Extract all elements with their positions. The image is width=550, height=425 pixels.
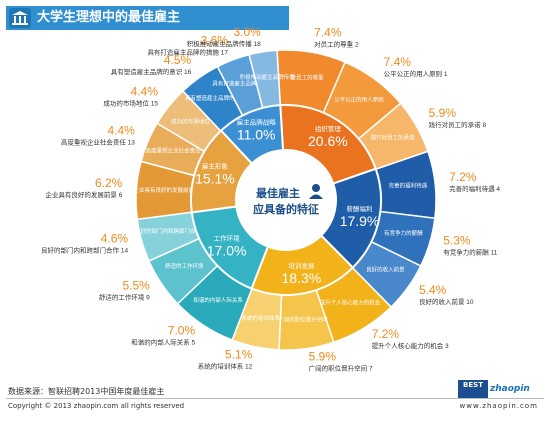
outer-slice-value: 4.5% — [164, 53, 192, 67]
outer-slice-label: 成功的市场地位 — [171, 117, 210, 125]
outer-slice-label: 高度重视企业社会责任 — [146, 146, 202, 154]
inner-slice-value: 20.6% — [308, 133, 348, 149]
outer-slice-name: 成功的市场地位 15 — [103, 98, 158, 107]
outer-slice-name: 舒适的工作环境 9 — [99, 292, 150, 301]
outer-slice-label: 有竞争力的薪酬 — [384, 229, 423, 237]
inner-slice-value: 18.3% — [281, 270, 321, 286]
data-source: 数据来源：智联招聘2013中国年度最佳雇主 — [8, 387, 165, 396]
inner-slice-value: 17.9% — [340, 213, 380, 229]
outer-slice-label: 广阔的职位晋升空间 — [278, 315, 328, 323]
outer-slice-value: 5.5% — [122, 278, 150, 292]
outer-slice-name: 具有打造雇主品牌的措施 17 — [147, 48, 228, 57]
outer-slice-value: 6.2% — [95, 176, 123, 190]
outer-slice-label: 舒适的工作环境 — [165, 262, 204, 270]
copyright: Copyright © 2013 zhaopin.com all rights … — [8, 402, 185, 410]
inner-slice-6 — [219, 104, 285, 165]
outer-slice-value: 5.4% — [419, 283, 447, 297]
brand-name: zhaopin — [490, 384, 530, 394]
outer-slice-name: 对员工的尊重 2 — [314, 39, 359, 48]
center-circle — [238, 152, 334, 248]
inner-slice-name: 培训发展 — [288, 261, 315, 270]
outer-slice-name: 和谐的内部人际关系 5 — [131, 338, 195, 347]
outer-slice-name: 具有塑造雇主品牌的意识 16 — [111, 67, 192, 76]
inner-slice-value: 15.1% — [195, 171, 235, 187]
outer-slice-value: 7.2% — [449, 170, 477, 184]
brand-logo: BEST zhaopin — [458, 380, 538, 400]
outer-slice-label: 企业具有良好的发展前景 — [134, 186, 195, 194]
outer-slice-value: 7.4% — [384, 55, 412, 69]
outer-slice-value: 5.9% — [309, 349, 337, 363]
outer-slice-value: 4.4% — [108, 123, 136, 137]
outer-slice-label: 积极推动雇主品牌传播 — [240, 73, 296, 81]
outer-slice-name: 提升个人核心能力的机会 3 — [372, 341, 449, 350]
outer-slice-name: 有竞争力的薪酬 11 — [443, 248, 497, 257]
inner-slice-name: 雇主品牌战略 — [237, 118, 277, 127]
outer-slice-label: 践行对员工的承诺 — [371, 134, 416, 142]
title-bar: 大学生理想中的最佳雇主 — [6, 6, 289, 30]
outer-slice-name: 践行对员工的承诺 8 — [429, 120, 487, 129]
outer-slice-name: 系统的培训体系 12 — [198, 361, 253, 370]
outer-slice-name: 高度重视企业社会责任 13 — [61, 137, 135, 146]
outer-slice-label: 系统的培训体系 — [242, 314, 281, 322]
outer-slice-name: 良好的部门内和跨部门合作 14 — [41, 245, 128, 254]
outer-slice-label: 具有打造雇主品牌的措施 — [212, 79, 273, 87]
center-title-line1: 最佳雇主 — [256, 186, 300, 200]
outer-slice-value: 7.0% — [168, 324, 196, 338]
website-url: www.zhaopin.com — [459, 402, 538, 410]
building-icon — [9, 8, 31, 28]
outer-slice-label: 公平公正的用人原则 — [334, 96, 384, 104]
page-title: 大学生理想中的最佳雇主 — [37, 10, 181, 25]
inner-slice-1 — [279, 104, 377, 185]
outer-slice-value: 3.6% — [201, 34, 229, 48]
outer-slice-label: 良好的部门内和跨部门合作 — [135, 227, 202, 235]
inner-slice-name: 雇主形象 — [202, 162, 229, 171]
brand-best: BEST — [458, 380, 488, 398]
outer-slice-name: 广阔的职位晋升空间 7 — [309, 363, 373, 372]
outer-slice-value: 5.3% — [443, 234, 471, 248]
inner-slice-name: 工作环境 — [214, 234, 241, 243]
inner-slice-value: 17.0% — [207, 243, 247, 259]
outer-slice-label: 提升个人核心能力的机会 — [320, 298, 381, 306]
outer-slice-value: 3.0% — [233, 25, 261, 39]
inner-slice-value: 11.0% — [237, 127, 276, 143]
outer-slice-name: 完善的福利待遇 4 — [449, 184, 500, 193]
outer-slice-value: 4.4% — [131, 84, 159, 98]
outer-slice-name: 积极推动雇主品牌传播 18 — [187, 39, 261, 48]
outer-slice-label: 良好的收入前景 — [366, 266, 405, 274]
outer-slice-value: 4.6% — [101, 231, 129, 245]
outer-slice-label: 具有塑造雇主品牌的意识 — [185, 94, 246, 102]
outer-slice-label: 对员工的尊重 — [291, 73, 325, 81]
divider — [6, 398, 544, 399]
outer-slice-value: 7.4% — [314, 25, 342, 39]
outer-slice-name: 公平公正的用人原则 1 — [384, 69, 448, 78]
outer-slice-value: 5.9% — [429, 106, 457, 120]
outer-slice-label: 和谐的内部人际关系 — [193, 296, 243, 304]
outer-slice-name: 良好的收入前景 10 — [419, 297, 474, 306]
outer-slice-label: 完善的福利待遇 — [389, 181, 428, 189]
outer-slice-name: 企业具有良好的发展前景 6 — [45, 190, 122, 199]
person-icon — [309, 184, 323, 199]
center-title-line2: 应具备的特征 — [253, 202, 319, 216]
inner-slice-name: 薪酬福利 — [347, 204, 373, 213]
inner-slice-name: 组织管理 — [315, 124, 342, 133]
outer-slice-value: 7.2% — [372, 327, 400, 341]
outer-slice-value: 5.1% — [225, 347, 253, 361]
